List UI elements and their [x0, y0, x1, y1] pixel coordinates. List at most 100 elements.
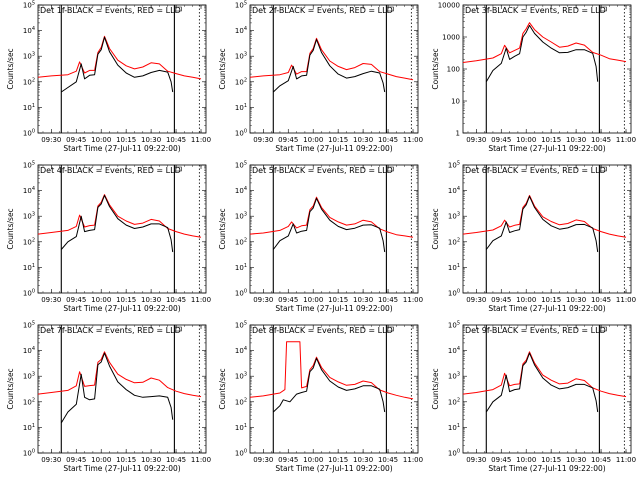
y-tick-label: 103 — [235, 212, 247, 221]
events-series-line — [485, 195, 599, 253]
y-tick-label: 102 — [235, 237, 247, 246]
x-tick-label: 10:30 — [353, 456, 373, 464]
panel-title: Det 7f-BLACK = Events, RED = LLD — [40, 326, 181, 335]
y-tick-label: 100 — [23, 289, 35, 298]
x-axis-label: Start Time (27-Jul-11 09:22:00) — [63, 304, 180, 313]
bracket-mark — [174, 6, 182, 12]
x-tick-label: 11:00 — [191, 456, 211, 464]
plot-frame — [462, 324, 632, 454]
panel-title: Det 2f-BLACK = Events, RED = LLD — [252, 6, 393, 15]
lld-series-line — [37, 194, 202, 238]
x-tick-label: 10:45 — [378, 456, 398, 464]
x-tick-label: 10:45 — [591, 136, 611, 144]
x-tick-label: 10:00 — [516, 136, 536, 144]
x-tick-label: 09:30 — [41, 136, 61, 144]
y-tick-label: 101 — [235, 263, 247, 272]
y-tick-label: 105 — [23, 1, 35, 10]
plot-frame — [37, 4, 207, 134]
bracket-mark — [174, 326, 182, 332]
plot-frame — [249, 324, 419, 454]
x-tick-label: 10:15 — [328, 456, 348, 464]
x-tick-label: 09:45 — [491, 136, 511, 144]
y-tick-label: 101 — [23, 423, 35, 432]
x-tick-label: 09:30 — [253, 456, 273, 464]
y-tick-label: 102 — [448, 237, 460, 246]
y-tick-label: 101 — [448, 423, 460, 432]
bracket-mark — [599, 166, 607, 172]
y-tick-label: 102 — [23, 237, 35, 246]
plot-frame — [462, 164, 632, 294]
bracket-mark — [386, 6, 394, 12]
x-tick-label: 10:30 — [353, 296, 373, 304]
x-tick-label: 09:30 — [41, 296, 61, 304]
y-tick-label: 103 — [23, 372, 35, 381]
y-tick-label: 100 — [235, 449, 247, 458]
panel-9: Det 9f-BLACK = Events, RED = LLD 100 101 10… — [431, 321, 636, 474]
x-tick-label: 10:00 — [516, 296, 536, 304]
y-tick-label: 105 — [235, 161, 247, 170]
y-axis-label: Counts/sec — [431, 208, 440, 249]
bracket-mark — [174, 166, 182, 172]
x-tick-label: 10:45 — [378, 136, 398, 144]
x-tick-label: 10:15 — [541, 456, 561, 464]
y-tick-label: 100 — [23, 129, 35, 138]
y-axis-label: Counts/sec — [6, 208, 15, 249]
y-axis-label: Counts/sec — [218, 368, 227, 409]
y-tick-label: 101 — [448, 263, 460, 272]
y-axis-label: Counts/sec — [6, 48, 15, 89]
y-tick-label: 105 — [235, 1, 247, 10]
panel-6: Det 6f-BLACK = Events, RED = LLD 100 101 10… — [431, 161, 636, 314]
panel-7: Det 7f-BLACK = Events, RED = LLD 100 101 10… — [6, 321, 211, 474]
y-tick-label: 104 — [235, 346, 247, 355]
y-tick-label: 102 — [448, 397, 460, 406]
plot-frame — [249, 164, 419, 294]
x-tick-label: 11:00 — [191, 136, 211, 144]
x-tick-label: 09:30 — [466, 136, 486, 144]
lld-series-line — [37, 35, 202, 80]
y-tick-label: 100 — [23, 449, 35, 458]
bracket-mark — [386, 166, 394, 172]
bracket-mark — [386, 326, 394, 332]
y-tick-label: 103 — [448, 212, 460, 221]
y-tick-label: 102 — [23, 77, 35, 86]
x-tick-label: 10:30 — [141, 296, 161, 304]
plot-frame — [37, 164, 207, 294]
x-tick-label: 10:15 — [541, 136, 561, 144]
lld-series-line — [37, 351, 202, 398]
y-tick-label: 100 — [235, 129, 247, 138]
x-tick-label: 10:15 — [541, 296, 561, 304]
y-axis-label: Counts/sec — [431, 48, 440, 89]
plot-frame — [462, 4, 632, 134]
events-series-line — [60, 352, 174, 424]
x-tick-label: 09:45 — [66, 296, 86, 304]
x-axis-label: Start Time (27-Jul-11 09:22:00) — [63, 464, 180, 473]
x-tick-label: 09:30 — [41, 456, 61, 464]
y-tick-label: 104 — [23, 186, 35, 195]
x-tick-label: 11:00 — [403, 136, 423, 144]
x-tick-label: 09:30 — [253, 136, 273, 144]
panel-3: Det 3f-BLACK = Events, RED = LLD 1 10 100 10… — [431, 2, 636, 154]
panel-title: Det 8f-BLACK = Events, RED = LLD — [252, 326, 393, 335]
panel-title: Det 9f-BLACK = Events, RED = LLD — [465, 326, 606, 335]
x-tick-label: 11:00 — [616, 456, 636, 464]
x-tick-label: 11:00 — [616, 136, 636, 144]
panel-title: Det 1f-BLACK = Events, RED = LLD — [40, 6, 181, 15]
x-tick-label: 10:45 — [591, 296, 611, 304]
x-tick-label: 10:30 — [141, 456, 161, 464]
lld-series-line — [462, 194, 627, 238]
events-series-line — [272, 39, 386, 93]
x-tick-label: 10:00 — [303, 136, 323, 144]
events-series-line — [485, 24, 599, 82]
x-axis-label: Start Time (27-Jul-11 09:22:00) — [63, 144, 180, 153]
y-tick-label: 105 — [448, 321, 460, 330]
x-tick-label: 10:15 — [116, 136, 136, 144]
x-tick-label: 10:45 — [378, 296, 398, 304]
y-tick-label: 102 — [235, 397, 247, 406]
x-tick-label: 10:30 — [566, 456, 586, 464]
y-tick-label: 102 — [235, 77, 247, 86]
x-tick-label: 11:00 — [403, 456, 423, 464]
x-tick-label: 10:30 — [353, 136, 373, 144]
x-tick-label: 09:30 — [466, 296, 486, 304]
events-series-line — [60, 194, 174, 253]
